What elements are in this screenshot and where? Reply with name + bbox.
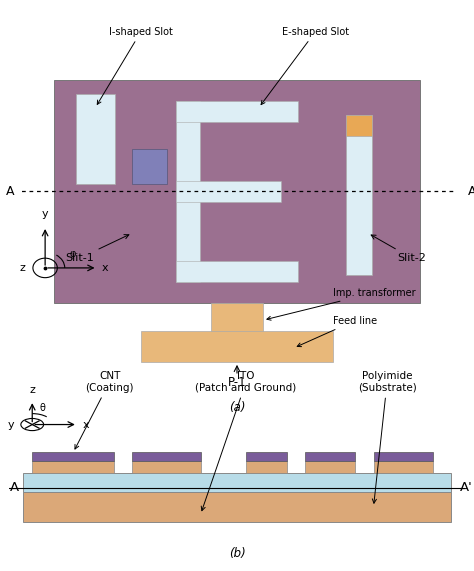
Bar [346,115,372,275]
Text: (a): (a) [229,401,245,414]
Text: Slit-2: Slit-2 [371,235,426,263]
Text: ITO
(Patch and Ground): ITO (Patch and Ground) [195,371,297,510]
Bar [176,261,298,282]
Bar [374,461,433,473]
Text: y: y [8,420,14,429]
Text: CNT
(Coating): CNT (Coating) [75,371,134,449]
Bar [176,100,298,122]
Bar [54,80,420,303]
Text: y: y [42,209,48,219]
Text: A: A [9,481,18,494]
Text: Feed line: Feed line [297,316,377,347]
Text: x: x [82,420,89,429]
Bar [32,461,114,473]
Text: A': A' [460,481,473,494]
Bar [23,492,451,522]
Text: A: A [6,185,14,198]
Bar [305,452,356,461]
Bar [374,452,433,461]
Text: Slit-1: Slit-1 [65,235,129,263]
Text: Polyimide
(Substrate): Polyimide (Substrate) [358,371,417,503]
Text: (b): (b) [228,546,246,560]
Bar [176,181,281,202]
Text: I-shaped Slot: I-shaped Slot [97,26,173,104]
Text: P-1: P-1 [228,376,246,389]
Bar [23,473,451,492]
Bar [176,100,200,282]
Text: z: z [29,385,35,395]
Text: x: x [102,263,109,273]
Text: z: z [19,263,26,273]
Bar [305,461,356,473]
Text: A': A' [468,185,474,198]
Bar [246,461,287,473]
Bar [246,452,287,461]
Bar [132,150,167,184]
Bar [211,303,263,337]
Bar [141,331,333,362]
Bar [132,461,201,473]
Bar [346,115,372,135]
Text: E-shaped Slot: E-shaped Slot [261,26,349,104]
Text: θ: θ [39,403,45,413]
Text: Imp. transformer: Imp. transformer [267,288,416,320]
Bar [32,452,114,461]
Text: φ: φ [69,250,76,259]
Bar [76,94,115,184]
Bar [132,452,201,461]
